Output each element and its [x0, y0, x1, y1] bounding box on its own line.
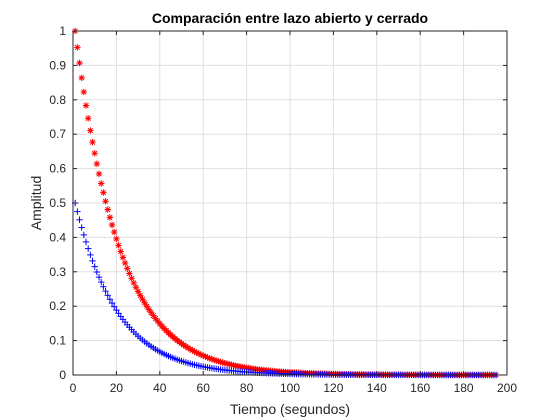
x-tick-label: 40: [153, 381, 167, 395]
x-tick-label: 100: [280, 381, 300, 395]
x-tick-label: 200: [497, 381, 517, 395]
data-point: [82, 238, 90, 246]
data-point: [76, 216, 83, 223]
data-point: [124, 265, 131, 272]
x-tick-label: 120: [323, 381, 343, 395]
y-tick-label: 0.2: [49, 299, 66, 313]
data-point: [74, 44, 81, 51]
data-point: [132, 284, 140, 291]
y-tick-label: 0.8: [49, 93, 66, 107]
data-point: [102, 198, 109, 205]
y-tick-label: 0.7: [49, 127, 66, 141]
data-point: [84, 245, 92, 252]
x-axis-label: Tiempo (segundos): [230, 401, 350, 417]
data-point: [106, 296, 114, 303]
x-tick-label: 160: [410, 381, 430, 395]
x-tick-label: 20: [110, 381, 124, 395]
x-tick-label: 60: [197, 381, 211, 395]
axes: [72, 30, 508, 376]
data-point: [128, 275, 135, 282]
y-tick-label: 1: [59, 24, 66, 38]
data-point: [78, 74, 85, 82]
data-point: [100, 283, 107, 290]
data-point: [117, 248, 124, 255]
data-point: [87, 251, 94, 259]
y-tick-label: 0.5: [49, 196, 66, 210]
data-point: [121, 259, 129, 267]
data-point: [91, 150, 98, 157]
data-point: [113, 235, 120, 243]
y-tick-label: 0.6: [49, 162, 66, 176]
data-point: [93, 268, 101, 276]
data-point: [100, 189, 107, 196]
data-point: [108, 299, 116, 307]
x-tick-label: 80: [240, 381, 254, 395]
x-tick-label: 180: [454, 381, 474, 395]
data-point: [80, 231, 88, 239]
data-point: [111, 228, 118, 236]
data-point: [98, 278, 105, 286]
data-point: [87, 127, 94, 134]
x-tick-label: 140: [367, 381, 387, 395]
data-point: [78, 224, 85, 231]
y-tick-label: 0: [59, 368, 66, 382]
data-point: [95, 273, 103, 281]
data-point: [143, 303, 150, 310]
data-point: [91, 263, 98, 270]
data-point: [80, 88, 88, 96]
data-point: [106, 214, 114, 221]
chart-title: Comparación entre lazo abierto y cerrado: [152, 10, 428, 26]
data-point: [108, 221, 116, 229]
data-point: [126, 270, 133, 277]
data-point: [93, 160, 101, 168]
y-tick-label: 0.3: [49, 265, 66, 279]
data-point: [115, 242, 122, 249]
data-point: [76, 59, 83, 67]
x-tick-label: 0: [70, 381, 77, 395]
tick-labels: 0 20 40 60 80 100 120 140 160 180 200 0 0.1 0.2 0.3 0.4…: [49, 24, 517, 395]
y-axis-label: Amplitud: [28, 176, 44, 230]
data-point: [111, 303, 118, 310]
data-point: [95, 170, 103, 178]
y-tick-label: 0.1: [49, 334, 66, 348]
y-tick-label: 0.9: [49, 58, 66, 72]
data-point: [102, 287, 109, 295]
data-point: [74, 208, 81, 215]
data-point: [134, 288, 142, 295]
data-point: [98, 180, 105, 187]
data-point: [82, 102, 90, 109]
data-point: [89, 257, 96, 265]
data-point: [104, 292, 111, 299]
data-point: [89, 138, 96, 146]
y-tick-label: 0.4: [49, 230, 66, 244]
data-point: [119, 254, 127, 261]
data-point: [113, 306, 120, 314]
data-point: [104, 206, 111, 213]
data-point: [84, 115, 92, 122]
data-point: [141, 299, 148, 307]
